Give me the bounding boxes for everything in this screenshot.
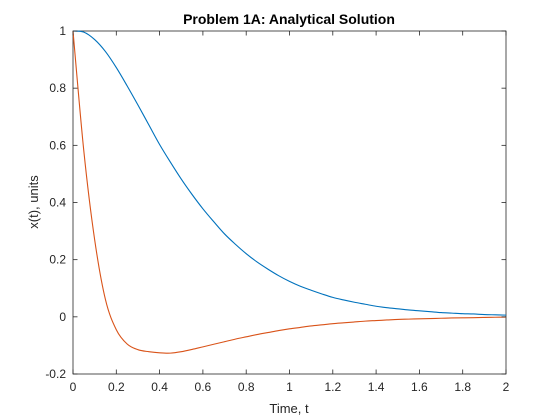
x-axis-label: Time, t bbox=[269, 401, 309, 416]
y-tick-label: 1 bbox=[59, 24, 66, 38]
series-layer bbox=[72, 30, 507, 354]
x-tick-label: 0.6 bbox=[195, 380, 212, 394]
x-tick-label: 0 bbox=[70, 380, 77, 394]
x-tick-label: 1 bbox=[286, 380, 293, 394]
y-tick-label: -0.2 bbox=[45, 367, 66, 381]
ticks-layer: 0 0.2 0.4 0.6 0.8 1 1.2 1.4 1.6 1.8 2 -0.2 0 0.2 0.4 0.… bbox=[45, 24, 509, 394]
x-tick-label: 1.8 bbox=[454, 380, 471, 394]
series-line-2 bbox=[72, 30, 507, 354]
x-tick-label: 2 bbox=[503, 380, 510, 394]
x-tick-label: 1.4 bbox=[368, 380, 385, 394]
series-line-1 bbox=[72, 30, 507, 316]
y-tick-label: 0 bbox=[59, 310, 66, 324]
x-tick-label: 0.8 bbox=[238, 380, 255, 394]
plot-area bbox=[72, 30, 507, 375]
x-tick-label: 0.2 bbox=[108, 380, 125, 394]
y-axis-label: x(t), units bbox=[26, 175, 41, 229]
x-tick-label: 1.2 bbox=[324, 380, 341, 394]
axes-box bbox=[72, 30, 507, 375]
y-tick-label: 0.4 bbox=[49, 196, 66, 210]
x-tick-label: 1.6 bbox=[411, 380, 428, 394]
x-tick-label: 0.4 bbox=[151, 380, 168, 394]
y-tick-label: 0.8 bbox=[49, 81, 66, 95]
chart-title: Problem 1A: Analytical Solution bbox=[183, 11, 395, 27]
y-tick-label: 0.2 bbox=[49, 253, 66, 267]
y-tick-label: 0.6 bbox=[49, 138, 66, 152]
